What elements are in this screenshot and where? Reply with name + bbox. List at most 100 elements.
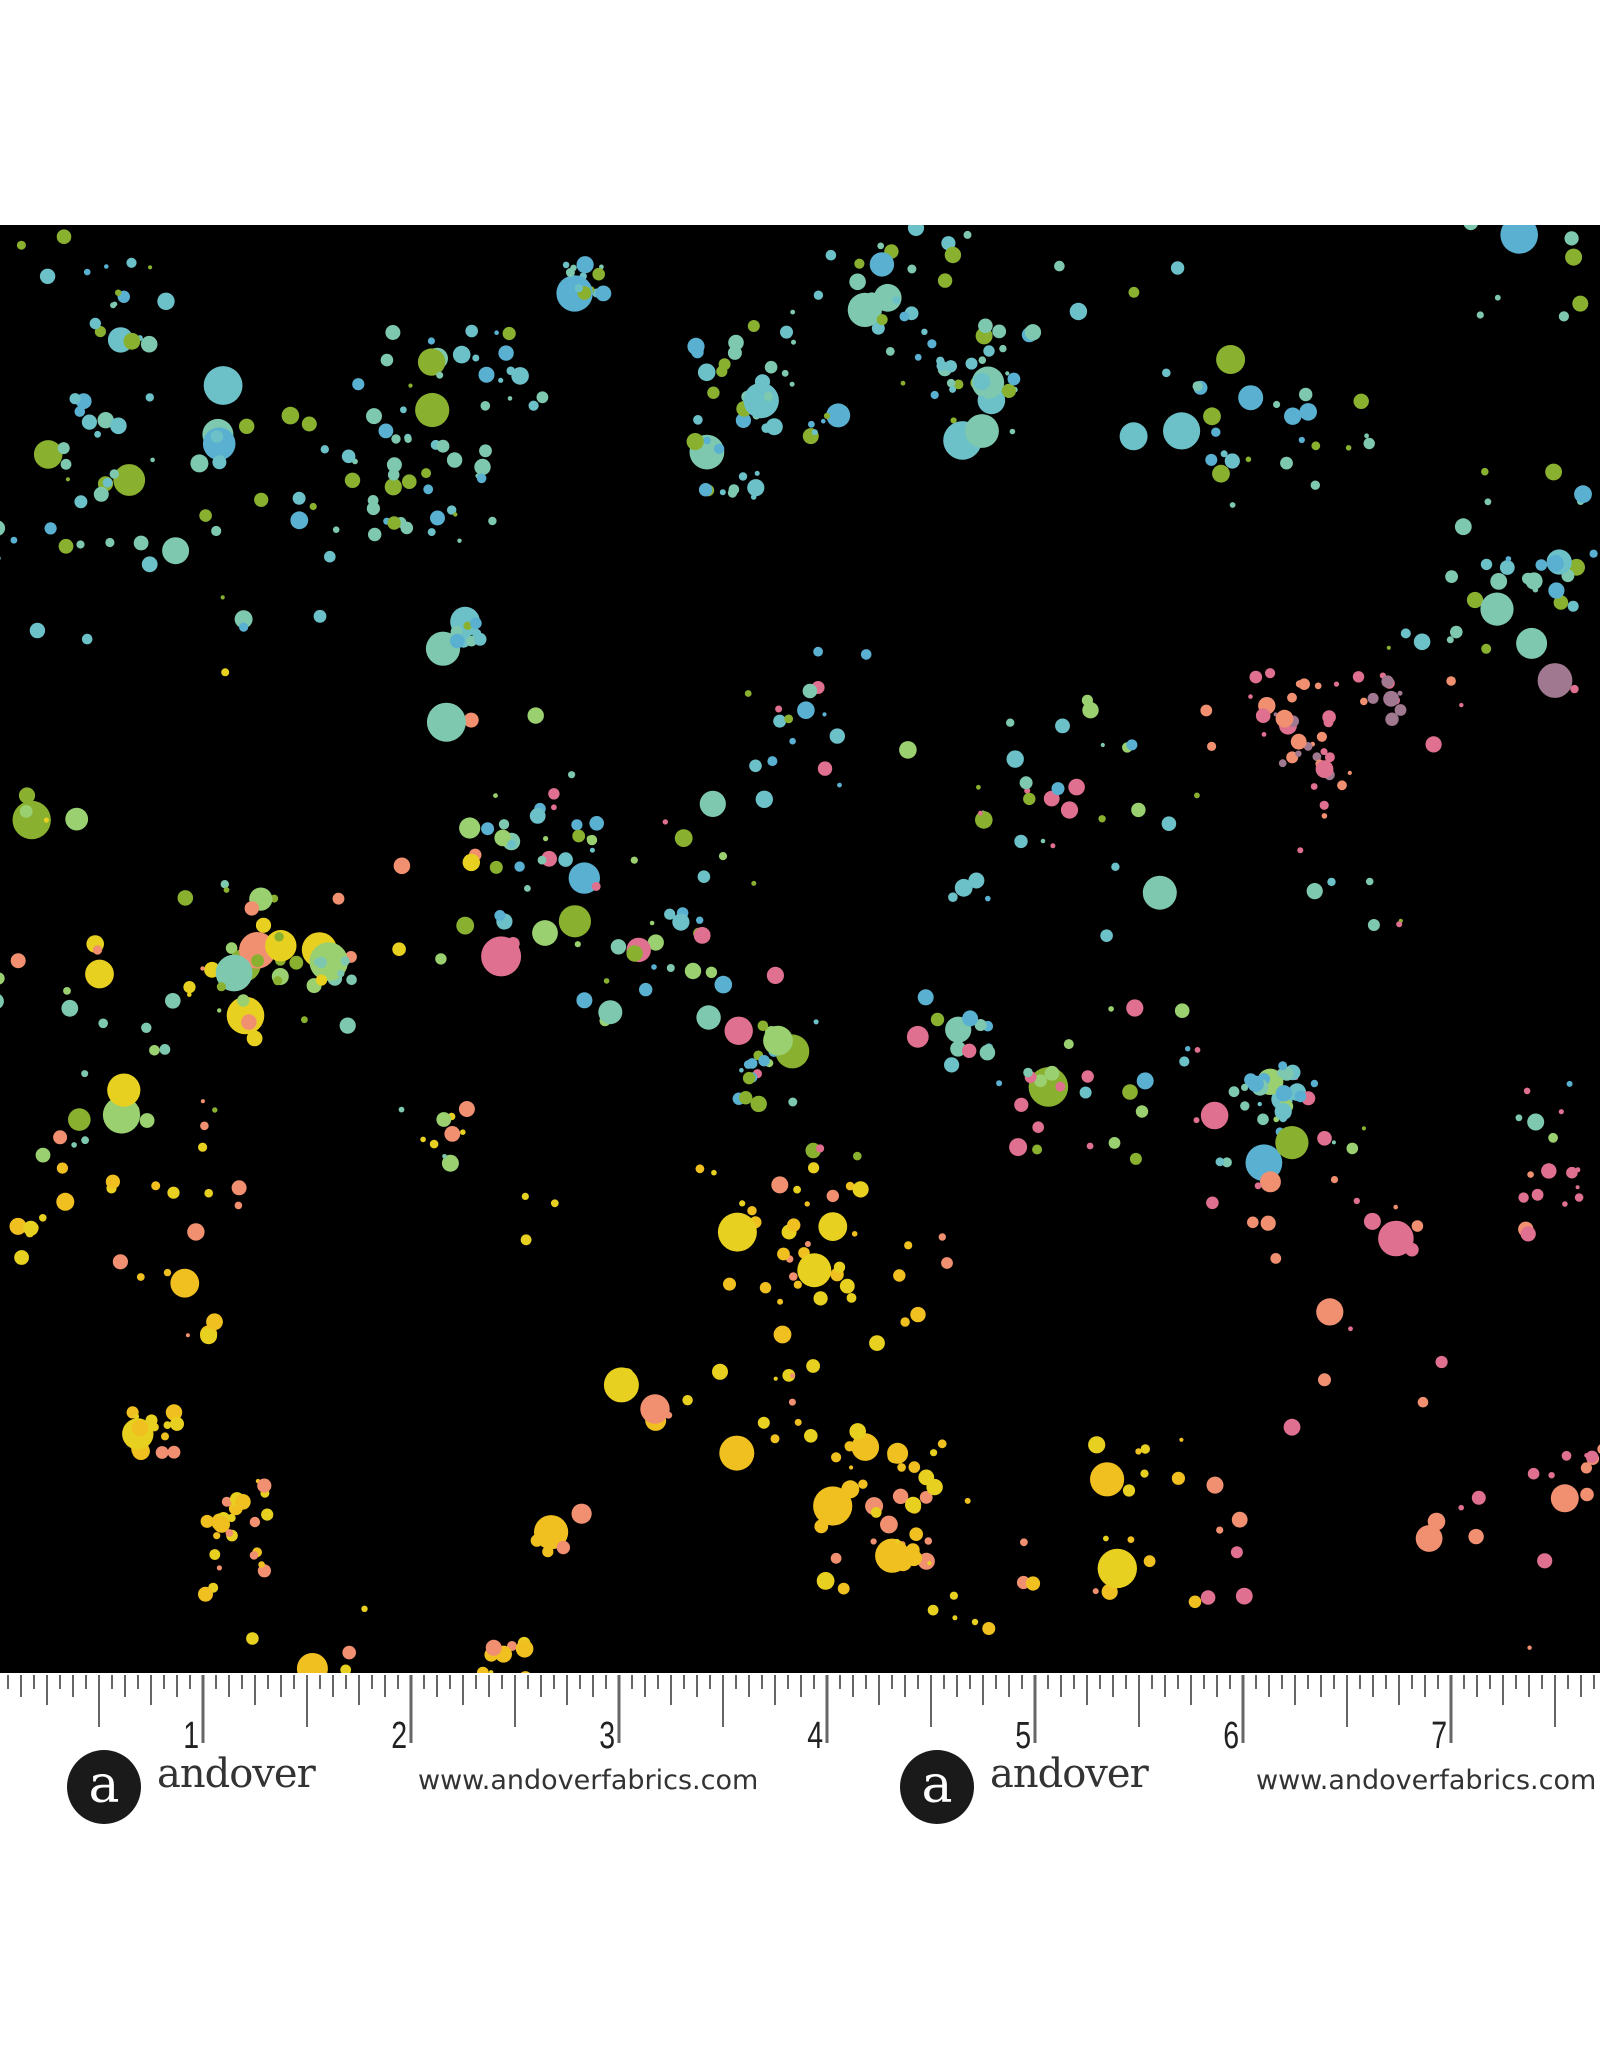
fabric-dot <box>696 916 704 924</box>
fabric-dot <box>68 1108 91 1131</box>
fabric-dot <box>430 510 445 526</box>
fabric-dot <box>1161 816 1177 831</box>
ruler-number-2: 2 <box>391 1715 408 1757</box>
fabric-dot <box>975 811 993 829</box>
fabric-dot <box>950 1041 966 1057</box>
fabric-dot <box>157 292 175 310</box>
fabric-dot <box>16 240 26 250</box>
fabric-dot <box>809 1273 819 1283</box>
fabric-dot <box>1206 1476 1224 1494</box>
fabric-dot <box>1257 1113 1269 1126</box>
fabric-dot <box>463 712 479 728</box>
fabric-dot <box>887 1442 909 1464</box>
fabric-dot <box>1360 697 1368 706</box>
fabric-dot <box>714 975 733 994</box>
fabric-dot <box>200 1514 214 1528</box>
fabric-dot <box>1548 1472 1555 1479</box>
fabric-dot <box>1023 792 1036 806</box>
fabric-dot <box>133 1413 140 1420</box>
fabric-dot <box>384 478 402 496</box>
fabric-dot <box>1574 1193 1584 1202</box>
fabric-dot <box>870 1538 877 1545</box>
fabric-dot <box>480 461 486 467</box>
fabric-dot <box>789 737 796 745</box>
fabric-dot <box>841 1480 860 1499</box>
fabric-dot <box>1275 1085 1293 1102</box>
fabric-dot <box>914 353 922 361</box>
fabric-dot <box>550 1199 559 1208</box>
fabric-dot <box>1126 999 1144 1017</box>
fabric-dot <box>1050 843 1056 849</box>
fabric-dot <box>514 861 525 872</box>
fabric-dot <box>1531 1188 1544 1201</box>
fabric-dot <box>1316 1298 1344 1326</box>
fabric-dot <box>366 501 380 516</box>
fabric-dot <box>1310 783 1318 790</box>
fabric-dot <box>301 416 317 432</box>
fabric-dot <box>1425 736 1442 753</box>
ruler-number-5: 5 <box>1015 1715 1032 1757</box>
fabric-dot <box>1006 718 1015 727</box>
fabric-dot <box>1193 1117 1200 1124</box>
fabric-dot <box>944 246 962 264</box>
fabric-dot <box>992 324 1007 339</box>
fabric-dot <box>1468 1528 1484 1545</box>
fabric-dot <box>1255 708 1271 723</box>
fabric-dot <box>1321 813 1328 819</box>
fabric-dot <box>450 633 465 649</box>
fabric-dot <box>0 972 5 985</box>
fabric-dot <box>1261 732 1267 737</box>
fabric-dot <box>797 701 815 719</box>
fabric-dot <box>1523 1087 1531 1095</box>
fabric-dot <box>1270 1253 1282 1264</box>
fabric-dot <box>944 360 957 373</box>
fabric-dot <box>1211 427 1221 437</box>
fabric-dot <box>672 913 690 931</box>
fabric-dot <box>170 1268 200 1298</box>
fabric-dot <box>693 415 703 425</box>
fabric-dot <box>320 445 329 454</box>
fabric-dot <box>630 856 638 864</box>
fabric-dot <box>764 360 778 374</box>
fabric-dot <box>924 1537 933 1545</box>
fabric-dot <box>458 1101 475 1117</box>
fabric-dot <box>110 302 117 309</box>
fabric-dot <box>1317 1131 1332 1146</box>
fabric-dot <box>162 537 190 565</box>
fabric-dot <box>1548 582 1565 599</box>
fabric-dot <box>1562 1201 1568 1207</box>
fabric-dot <box>817 761 833 776</box>
fabric-dot <box>1515 1114 1523 1122</box>
fabric-dot <box>237 994 250 1007</box>
fabric-dot <box>128 1104 140 1116</box>
fabric-dot <box>1179 1437 1184 1442</box>
fabric-dot <box>712 1363 728 1380</box>
fabric-dot <box>1203 407 1221 426</box>
fabric-dot <box>532 920 558 946</box>
fabric-dot <box>426 702 466 742</box>
fabric-dot <box>190 454 209 473</box>
fabric-dot <box>446 452 463 468</box>
fabric-dot <box>488 1670 494 1673</box>
fabric-dot <box>744 690 752 697</box>
fabric-dot <box>1143 1555 1156 1568</box>
fabric-dot <box>1394 704 1407 716</box>
brand-url: www.andoverfabrics.com <box>418 1765 759 1796</box>
fabric-dot <box>340 1664 352 1673</box>
fabric-dot <box>1119 422 1148 451</box>
fabric-dot <box>1005 371 1010 376</box>
fabric-dot <box>1505 556 1512 562</box>
fabric-dot <box>427 337 435 345</box>
fabric-dot <box>246 1030 263 1047</box>
fabric-dot <box>1499 560 1515 575</box>
fabric-dot <box>140 335 158 353</box>
fabric-dot <box>979 1044 996 1061</box>
fabric-dot <box>927 1561 932 1566</box>
fabric-dot <box>1006 750 1024 768</box>
fabric-dot <box>485 1639 502 1656</box>
fabric-dot <box>494 829 512 847</box>
fabric-dot <box>1324 752 1335 763</box>
fabric-dot <box>520 1671 530 1673</box>
fabric-dot <box>477 1666 489 1673</box>
fabric-dot <box>1200 1101 1229 1130</box>
